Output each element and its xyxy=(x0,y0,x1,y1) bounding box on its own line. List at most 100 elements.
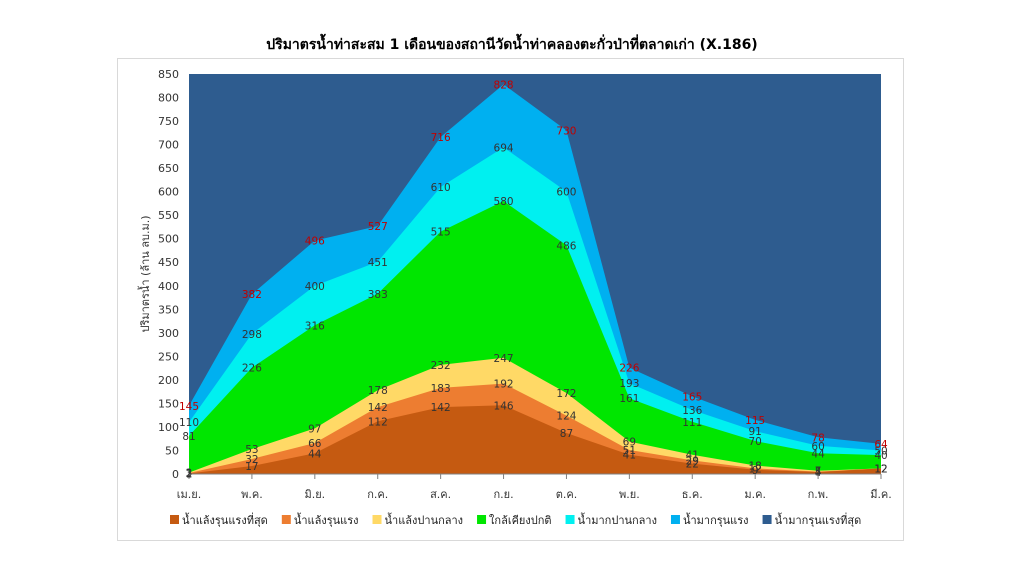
data-label: 527 xyxy=(368,221,388,233)
data-label: 193 xyxy=(619,378,639,390)
y-tick-label: 450 xyxy=(158,256,179,269)
data-label: 51 xyxy=(623,445,636,457)
data-label: 70 xyxy=(748,436,761,448)
data-label: 44 xyxy=(811,448,825,460)
data-label: 9 xyxy=(752,465,759,477)
data-label: 226 xyxy=(242,363,262,375)
x-tick-label: ส.ค. xyxy=(430,488,451,501)
data-label: 3 xyxy=(186,468,193,480)
data-label: 64 xyxy=(874,439,888,451)
data-label: 41 xyxy=(686,450,699,462)
data-label: 87 xyxy=(560,428,573,440)
data-label: 161 xyxy=(619,393,639,405)
legend-swatch xyxy=(170,515,179,524)
y-tick-label: 800 xyxy=(158,92,179,105)
x-tick-label: ม.ค. xyxy=(744,488,766,501)
data-label: 496 xyxy=(305,236,325,248)
data-label: 22 xyxy=(686,459,699,471)
legend-label: ใกล้เคียงปกติ xyxy=(489,514,552,527)
data-label: 316 xyxy=(305,320,325,332)
y-tick-label: 550 xyxy=(158,209,179,222)
data-label: 142 xyxy=(431,402,451,414)
data-label: 124 xyxy=(556,411,576,423)
data-label: 232 xyxy=(431,360,451,372)
x-tick-label: ธ.ค. xyxy=(682,488,703,501)
chart-title: ปริมาตรน้ำท่าสะสม 1 เดือนของสถานีวัดน้ำท… xyxy=(266,37,758,53)
data-label: 112 xyxy=(368,416,388,428)
data-label: 60 xyxy=(811,441,824,453)
data-label: 145 xyxy=(179,401,199,413)
data-label: 115 xyxy=(745,415,765,427)
y-tick-label: 750 xyxy=(158,115,179,128)
data-label: 78 xyxy=(811,432,824,444)
data-label: 486 xyxy=(556,240,576,252)
legend-swatch xyxy=(670,515,680,524)
y-tick-label: 200 xyxy=(158,374,179,387)
y-tick-label: 300 xyxy=(158,327,179,340)
data-label: 12 xyxy=(874,463,887,475)
data-label: 400 xyxy=(305,281,325,293)
legend-label: น้ำมากรุนแรง xyxy=(683,512,749,527)
data-label: 32 xyxy=(245,454,258,466)
data-label: 298 xyxy=(242,329,262,341)
y-tick-label: 50 xyxy=(165,444,179,457)
data-label: 580 xyxy=(494,196,514,208)
x-tick-label: ก.พ. xyxy=(808,488,829,501)
legend-swatch xyxy=(565,515,575,524)
data-label: 730 xyxy=(556,125,576,137)
data-label: 7 xyxy=(815,466,822,478)
data-label: 12 xyxy=(874,463,887,475)
data-label: 515 xyxy=(431,227,451,239)
data-label: 383 xyxy=(368,289,388,301)
chart-frame xyxy=(117,58,904,541)
data-label: 50 xyxy=(874,445,887,457)
data-label: 610 xyxy=(431,182,451,194)
data-label: 451 xyxy=(368,257,388,269)
legend-label: น้ำมากปานกลาง xyxy=(578,512,657,527)
data-label: 53 xyxy=(245,444,258,456)
x-tick-label: เม.ย. xyxy=(177,488,201,501)
y-tick-label: 250 xyxy=(158,350,179,363)
data-label: 2 xyxy=(186,468,193,480)
data-label: 136 xyxy=(682,405,702,417)
data-label: 81 xyxy=(182,431,195,443)
data-label: 142 xyxy=(368,402,388,414)
data-label: 29 xyxy=(686,455,699,467)
x-tick-label: มี.ค. xyxy=(870,488,892,501)
x-tick-label: มิ.ย. xyxy=(304,488,325,501)
y-axis-title: ปริมาตรน้ำ (ล้าน ลบ.ม.) xyxy=(137,215,152,332)
data-label: 91 xyxy=(748,426,761,438)
legend-swatch xyxy=(281,515,291,524)
y-tick-label: 600 xyxy=(158,186,179,199)
data-label: 178 xyxy=(368,385,388,397)
legend-label: น้ำแล้งรุนแรง xyxy=(294,512,359,527)
x-tick-label: พ.ค. xyxy=(241,488,263,501)
legend-label: น้ำแล้งปานกลาง xyxy=(385,512,464,527)
data-label: 44 xyxy=(308,448,322,460)
legend-swatch xyxy=(372,515,382,524)
data-label: 226 xyxy=(619,363,639,375)
legend-label: น้ำมากรุนแรงที่สุด xyxy=(775,512,862,527)
data-label: 12 xyxy=(874,463,887,475)
data-label: 716 xyxy=(431,132,451,144)
x-tick-label: ก.ค. xyxy=(367,488,388,501)
data-label: 694 xyxy=(494,142,514,154)
data-label: 382 xyxy=(242,289,262,301)
y-tick-label: 150 xyxy=(158,397,179,410)
x-tick-label: ก.ย. xyxy=(493,488,513,501)
x-tick-label: พ.ย. xyxy=(619,488,640,501)
y-tick-label: 400 xyxy=(158,280,179,293)
data-label: 17 xyxy=(245,461,258,473)
data-label: 146 xyxy=(494,400,514,412)
y-tick-label: 650 xyxy=(158,162,179,175)
data-label: 247 xyxy=(494,353,514,365)
y-tick-label: 0 xyxy=(172,468,179,481)
data-label: 4 xyxy=(815,467,822,479)
data-label: 18 xyxy=(748,461,761,473)
data-label: 66 xyxy=(308,438,322,450)
data-label: 41 xyxy=(623,450,636,462)
x-tick-label: ต.ค. xyxy=(556,488,578,501)
data-label: 183 xyxy=(431,383,451,395)
data-label: 5 xyxy=(815,467,822,479)
data-label: 69 xyxy=(623,437,636,449)
